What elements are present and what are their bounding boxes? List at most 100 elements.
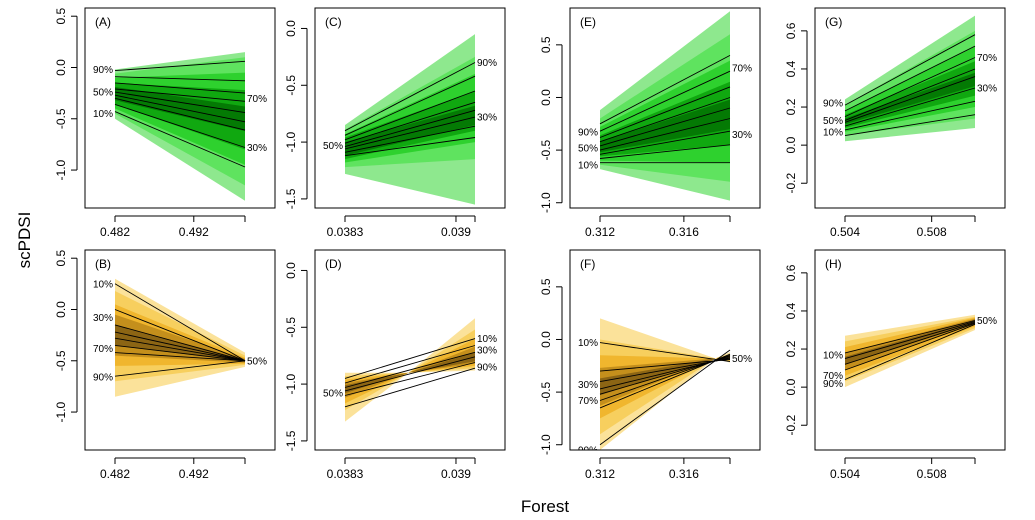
- panel-G-percent-label: 30%: [977, 84, 997, 95]
- panel-A-trend-line-7: [114, 97, 246, 131]
- panel-G-content: 90% 50%10% 70% 30%: [823, 15, 997, 142]
- panel-C-trend-line-5: [344, 109, 476, 148]
- panel-B-content: 10% 30% 70% 90% 50%: [93, 278, 267, 397]
- panel-A-y-tick-label: 0.0: [54, 59, 68, 76]
- panel-H-frame: [814, 249, 1006, 451]
- panel-C-frame: [314, 7, 506, 209]
- panel-A-letter: (A): [95, 15, 111, 29]
- panel-B-percent-label: 10%: [93, 279, 113, 290]
- panel-E-trend-line-3: [599, 86, 731, 138]
- panel-A-trend-line-6: [114, 94, 246, 123]
- panel-B-letter: (B): [95, 257, 111, 271]
- panel-A-percent-label: 10%: [93, 109, 113, 120]
- panel-H-y-tick-label: -0.2: [784, 415, 798, 436]
- panel-F-trend-line-8: [599, 349, 731, 446]
- panel-H-letter: (H): [825, 257, 842, 271]
- panel-C-content: 50% 90% 30%: [323, 34, 497, 205]
- panel-B-trend-line-6: [114, 344, 246, 362]
- panel-A-percent-label: 90%: [93, 65, 113, 76]
- panel-E-trend-line-7: [599, 130, 731, 155]
- panel-A-trend-line-1: [114, 60, 246, 72]
- panel-B: 10% 30% 70% 90% 50% (B) 0.482 0.492 -1.0 -0.5 0.0 0…: [54, 249, 276, 481]
- panel-E-band-5: [600, 99, 730, 153]
- panel-H-trend-line-2: [844, 320, 976, 360]
- panel-B-trend-line-2: [114, 309, 246, 362]
- panel-E-percent-label: 70%: [732, 64, 752, 75]
- panel-C-x-tick-label: 0.0383: [327, 225, 364, 239]
- panel-H-trend-line-1: [844, 320, 976, 354]
- panel-E-trend-line-5: [599, 107, 731, 147]
- panel-D-band-1: [345, 318, 475, 422]
- panel-E-percent-label: 90%: [578, 128, 598, 139]
- panel-D-letter: (D): [325, 257, 342, 271]
- panel-G-percent-label: 10%: [823, 127, 843, 138]
- panel-C-y-tick-label: -0.5: [284, 75, 298, 96]
- panel-G-frame: [814, 7, 1006, 209]
- panel-G-trend-line-8: [844, 114, 976, 137]
- panel-D-y-tick-label: -1.0: [284, 373, 298, 394]
- panel-G-y-tick-label: 0.6: [784, 22, 798, 39]
- panel-H-y-tick-label: 0.4: [784, 302, 798, 319]
- panel-G-trend-line-3: [844, 57, 976, 118]
- panel-A-band-5: [115, 87, 245, 132]
- panel-E-trend-line-6: [599, 118, 731, 151]
- panel-H-trend-line-3: [844, 321, 976, 365]
- panel-B-trend-line-7: [114, 352, 246, 362]
- panel-A-y-tick-label: 0.5: [54, 8, 68, 25]
- panel-A-y-tick-label: -1.0: [54, 159, 68, 180]
- panel-F-percent-label: 30%: [578, 380, 598, 391]
- panel-C-y-tick-label: -1.5: [284, 188, 298, 209]
- panel-E-frame: [569, 7, 761, 209]
- panel-B-percent-label: 90%: [93, 373, 113, 384]
- panel-G-trend-line-1: [844, 34, 976, 106]
- panel-H-percent-label: 10%: [823, 350, 843, 361]
- panel-H-trend-line-5: [844, 323, 976, 380]
- panel-C-trend-line-1: [344, 62, 476, 132]
- panel-D-band-5: [345, 352, 475, 394]
- panel-F-y-tick-label: -0.5: [539, 381, 553, 402]
- panel-B-percent-label: 50%: [247, 356, 267, 367]
- panel-F: 10% 30% 70% 90% 50% (F) 0.312 0.316 -1.0 -0.5 0.0 0…: [539, 249, 761, 481]
- panel-H-trend-line-4: [844, 322, 976, 371]
- panel-B-y-tick-label: 0.5: [54, 250, 68, 267]
- panel-B-trend-line-4: [114, 331, 246, 362]
- panel-H-percent-label: 50%: [977, 316, 997, 327]
- panel-D-percent-label: 10%: [477, 334, 497, 345]
- panel-E-y-tick-label: -1.0: [539, 192, 553, 213]
- panel-E-y-tick-label: 0.0: [539, 89, 553, 106]
- panel-A-percent-label: 70%: [247, 94, 267, 105]
- panel-G-y-tick-label: -0.2: [784, 173, 798, 194]
- panel-G-y-tick-label: 0.0: [784, 136, 798, 153]
- panel-C-band-5: [345, 105, 475, 156]
- panel-D-content: 50% 10%30% 90%: [323, 318, 497, 422]
- panel-G-letter: (G): [825, 15, 842, 29]
- panel-E-content: 90% 50% 10% 70% 30%: [578, 11, 752, 201]
- panel-B-percent-label: 70%: [93, 344, 113, 355]
- panel-E-trend-line-1: [599, 55, 731, 125]
- panel-F-trend-line-1: [599, 342, 731, 363]
- panel-D-y-tick-label: 0.0: [284, 262, 298, 279]
- panel-F-y-tick-label: 0.0: [539, 331, 553, 348]
- panel-E-percent-label: 50%: [578, 144, 598, 155]
- panel-D-band-4: [345, 346, 475, 398]
- panel-D-percent-label: 90%: [477, 363, 497, 374]
- panel-B-percent-label: 30%: [93, 313, 113, 324]
- panel-H-x-tick-label: 0.504: [830, 467, 860, 481]
- panel-C-percent-label: 50%: [323, 141, 343, 152]
- panel-A-content: 90% 50% 10% 70% 30%: [93, 52, 267, 201]
- panel-H-y-tick-label: 0.2: [784, 340, 798, 357]
- x-axis-title: Forest: [521, 497, 569, 516]
- panel-G-trend-line-5: [844, 76, 976, 123]
- panel-D-trend-line-1: [344, 338, 476, 379]
- panel-B-trend-line-8: [114, 360, 246, 377]
- panel-C-trend-line-2: [344, 75, 476, 136]
- panel-F-percent-label: 10%: [578, 338, 598, 349]
- panel-C-trend-line-4: [344, 101, 476, 144]
- panel-B-x-tick-label: 0.482: [100, 467, 130, 481]
- panel-B-frame: [84, 249, 276, 451]
- panel-H: 10% 70%90% 50% (H) 0.504 0.508 -0.2 0.0 0.2 0.4 0.…: [784, 249, 1006, 481]
- panel-F-band-5: [600, 357, 730, 396]
- panel-F-band-4: [600, 356, 730, 406]
- panel-A-frame: [84, 7, 276, 209]
- panel-G-percent-label: 90%: [823, 99, 843, 110]
